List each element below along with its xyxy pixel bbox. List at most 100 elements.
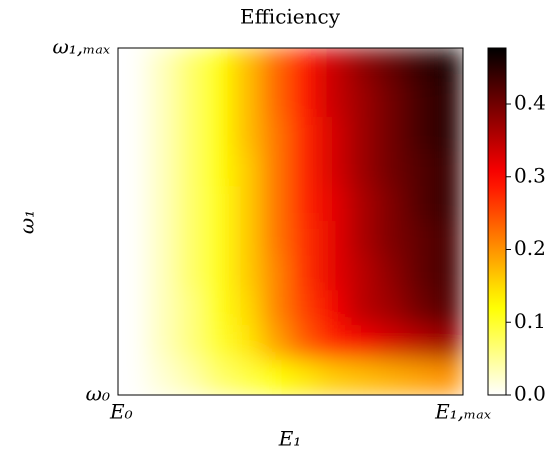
x-tick-label: E₁,ₘₐₓ bbox=[434, 400, 491, 424]
heatmap-cell bbox=[433, 325, 463, 361]
heatmap-cell bbox=[203, 359, 234, 395]
heatmap-cell bbox=[347, 359, 378, 395]
heatmap-cell bbox=[146, 82, 176, 118]
heatmap-cell bbox=[261, 255, 291, 292]
heatmap-cell bbox=[232, 255, 263, 292]
heatmap-cell bbox=[433, 151, 463, 188]
heatmap-cell bbox=[290, 82, 320, 118]
heatmap-cell bbox=[433, 290, 463, 327]
heatmap-cell bbox=[261, 290, 291, 327]
plot-frame bbox=[117, 47, 464, 396]
heatmap-cell bbox=[405, 151, 435, 188]
heatmap-cell bbox=[433, 186, 463, 222]
heatmap-cell bbox=[347, 186, 378, 222]
heatmap-cell bbox=[261, 48, 291, 84]
heatmap-cell bbox=[405, 359, 435, 395]
heatmap-cell bbox=[347, 290, 378, 327]
heatmap-cell bbox=[318, 255, 349, 292]
heatmap-cell bbox=[376, 290, 406, 327]
heatmap-cell bbox=[376, 221, 406, 257]
heatmap-cell bbox=[405, 325, 435, 361]
heatmap-cell bbox=[405, 116, 435, 153]
x-axis-label: E₁ bbox=[278, 427, 302, 451]
heatmap-cell bbox=[433, 359, 463, 395]
heatmap-cell bbox=[433, 221, 463, 257]
heatmap-cell bbox=[118, 48, 148, 84]
heatmap-cell bbox=[146, 151, 176, 188]
heatmap-cell bbox=[405, 186, 435, 222]
heatmap-cell bbox=[290, 255, 320, 292]
heatmap-cell bbox=[118, 82, 148, 118]
heatmap-cell bbox=[290, 116, 320, 153]
heatmap-cell bbox=[433, 82, 463, 118]
heatmap-cell bbox=[290, 151, 320, 188]
heatmap-cell bbox=[318, 186, 349, 222]
heatmap-cell bbox=[118, 359, 148, 395]
heatmap-cell bbox=[347, 48, 378, 84]
heatmap-cell bbox=[175, 359, 205, 395]
heatmap-cell bbox=[232, 151, 263, 188]
heatmap-cell bbox=[203, 290, 234, 327]
heatmap-cell bbox=[232, 290, 263, 327]
heatmap-cell bbox=[118, 290, 148, 327]
colorbar-tick-label: 0.1 bbox=[514, 309, 546, 333]
heatmap-cell bbox=[146, 255, 176, 292]
heatmap-cell bbox=[376, 116, 406, 153]
heatmap-cell bbox=[376, 186, 406, 222]
heatmap-cell bbox=[318, 359, 349, 395]
heatmap-cell bbox=[433, 255, 463, 292]
heatmap-cell bbox=[318, 221, 349, 257]
x-tick-label: E₀ bbox=[109, 400, 133, 424]
heatmap-cell bbox=[376, 82, 406, 118]
heatmap-cell bbox=[290, 48, 320, 84]
heatmap-cell bbox=[318, 82, 349, 118]
heatmap-cell bbox=[347, 325, 378, 361]
heatmap-cell bbox=[290, 221, 320, 257]
heatmap-cell bbox=[405, 221, 435, 257]
heatmap-cell bbox=[203, 82, 234, 118]
heatmap-cell bbox=[146, 325, 176, 361]
heatmap-cell bbox=[290, 186, 320, 222]
chart-title: Efficiency bbox=[240, 5, 341, 29]
heatmap-cell bbox=[232, 116, 263, 153]
heatmap-cell bbox=[347, 151, 378, 188]
heatmap-cell bbox=[146, 290, 176, 327]
heatmap-cell bbox=[203, 325, 234, 361]
heatmap-cell bbox=[175, 116, 205, 153]
heatmap-cell bbox=[318, 116, 349, 153]
heatmap-cell bbox=[146, 186, 176, 222]
heatmap-cell bbox=[290, 325, 320, 361]
heatmap-cell bbox=[175, 186, 205, 222]
heatmap-cell bbox=[290, 290, 320, 327]
heatmap-cell bbox=[175, 325, 205, 361]
heatmap-cell bbox=[232, 186, 263, 222]
heatmap-cell bbox=[118, 255, 148, 292]
heatmap-cell bbox=[203, 48, 234, 84]
heatmap-cell bbox=[433, 116, 463, 153]
heatmap-cell bbox=[318, 151, 349, 188]
heatmap-cell bbox=[146, 359, 176, 395]
heatmap-cell bbox=[318, 290, 349, 327]
heatmap-cell bbox=[261, 359, 291, 395]
heatmap-cell bbox=[175, 48, 205, 84]
heatmap bbox=[118, 48, 463, 395]
heatmap-cell bbox=[347, 255, 378, 292]
heatmap-cell bbox=[118, 151, 148, 188]
heatmap-cell bbox=[146, 116, 176, 153]
heatmap-cell bbox=[376, 325, 406, 361]
heatmap-cell bbox=[232, 359, 263, 395]
heatmap-cell bbox=[261, 325, 291, 361]
heatmap-cell bbox=[118, 221, 148, 257]
heatmap-cell bbox=[203, 116, 234, 153]
colorbar-tick-label: 0.0 bbox=[514, 382, 546, 406]
heatmap-cell bbox=[405, 48, 435, 84]
heatmap-cell bbox=[376, 255, 406, 292]
heatmap-cell bbox=[118, 116, 148, 153]
heatmap-cell bbox=[261, 186, 291, 222]
heatmap-cell bbox=[376, 48, 406, 84]
heatmap-cell bbox=[232, 221, 263, 257]
heatmap-cell bbox=[203, 151, 234, 188]
heatmap-cell bbox=[376, 151, 406, 188]
heatmap-cell bbox=[175, 82, 205, 118]
y-tick-label: ω₁,ₘₐₓ bbox=[52, 35, 110, 59]
